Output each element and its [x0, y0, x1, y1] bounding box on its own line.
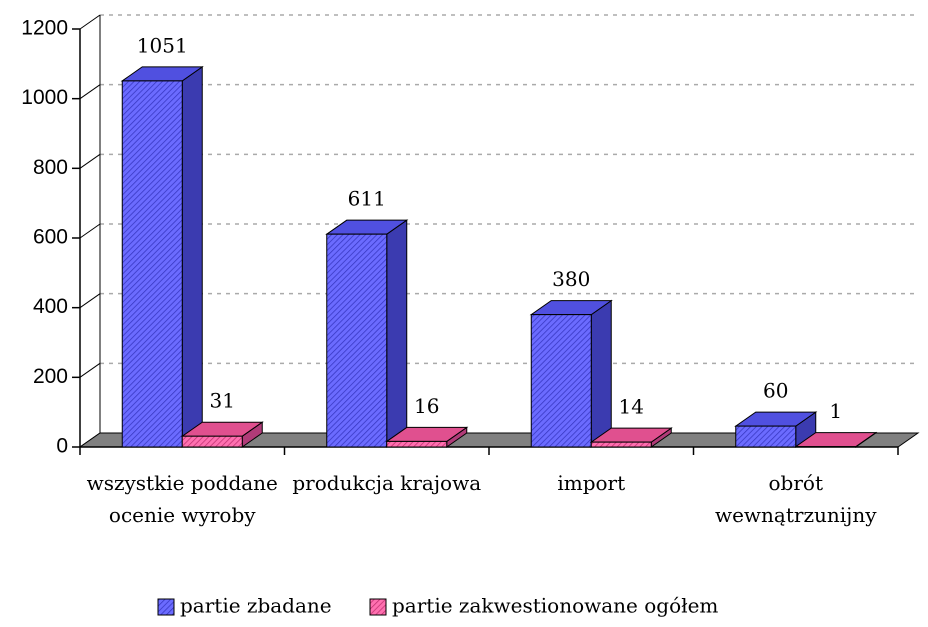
data-label: 380: [552, 267, 590, 291]
bar: [120, 65, 204, 448]
y-depth-line: [79, 153, 101, 169]
data-label: 31: [210, 389, 235, 413]
bar-side: [181, 65, 203, 448]
data-label: 14: [619, 395, 644, 419]
bar-front: [326, 233, 388, 448]
y-tick-label: 600: [33, 226, 68, 249]
y-tick-label: 1200: [21, 17, 68, 40]
bar: [734, 411, 818, 448]
bar-front: [181, 435, 243, 448]
y-tick-label: 1000: [21, 86, 68, 109]
x-tick-label: obrót wewnątrzunijny: [714, 471, 877, 527]
y-tick-label: 0: [56, 435, 68, 458]
data-label: 16: [414, 394, 439, 418]
y-depth-line: [79, 84, 101, 100]
data-label: 611: [348, 187, 386, 211]
legend-label: partie zbadane: [180, 594, 332, 618]
y-tick-label: 400: [33, 295, 68, 318]
y-depth-line: [79, 223, 101, 239]
y-tick-label: 200: [33, 365, 68, 388]
x-tick-label: produkcja krajowa: [292, 471, 482, 495]
legend-swatch: [157, 598, 175, 616]
y-tick-label: 800: [33, 156, 68, 179]
bar: [325, 219, 409, 448]
bar-side: [386, 219, 408, 448]
legend-label: partie zakwestionowane ogółem: [392, 594, 718, 618]
bar-front: [530, 314, 592, 448]
data-label: 60: [763, 379, 788, 403]
y-depth-line: [79, 14, 101, 30]
bar: [180, 421, 264, 448]
y-depth-line: [79, 362, 101, 378]
bar-front: [735, 425, 797, 448]
data-label: 1051: [137, 33, 188, 57]
bar-front: [386, 440, 448, 448]
data-label: 1: [829, 399, 842, 423]
x-tick-label: import: [557, 471, 626, 495]
bar-front: [590, 441, 652, 448]
bar: [529, 299, 613, 448]
bar-front: [121, 80, 183, 448]
bar: [589, 427, 673, 448]
y-depth-line: [79, 293, 101, 309]
bar: [794, 431, 878, 448]
bar: [385, 426, 469, 448]
legend-swatch: [369, 598, 387, 616]
bar-side: [590, 299, 612, 448]
x-tick-label: wszystkie poddane ocenie wyroby: [86, 471, 278, 527]
